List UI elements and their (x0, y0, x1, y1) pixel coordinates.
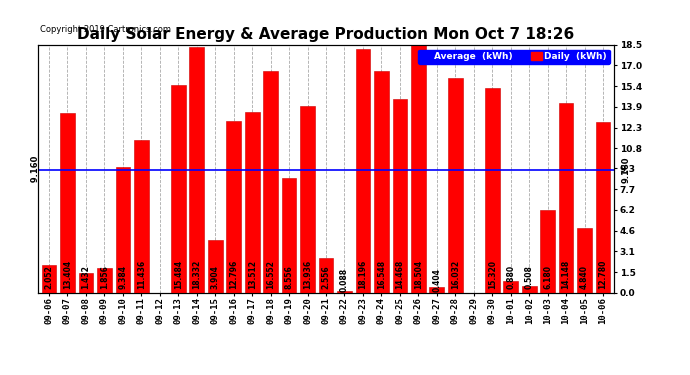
Text: 15.320: 15.320 (488, 260, 497, 289)
Text: 13.512: 13.512 (248, 260, 257, 289)
Text: 0.508: 0.508 (524, 265, 533, 289)
Text: 14.148: 14.148 (562, 260, 571, 289)
Text: 6.180: 6.180 (543, 265, 552, 289)
Text: Copyright 2019 Cartronics.com: Copyright 2019 Cartronics.com (40, 25, 171, 34)
Text: 4.840: 4.840 (580, 265, 589, 289)
Text: 18.504: 18.504 (414, 260, 423, 289)
Text: 11.436: 11.436 (137, 260, 146, 289)
Bar (97, 268, 112, 292)
Text: 12.796: 12.796 (229, 260, 238, 289)
Bar (319, 258, 333, 292)
Text: 0.088: 0.088 (340, 268, 349, 292)
Text: 2.052: 2.052 (45, 266, 54, 289)
Bar (503, 281, 518, 292)
Title: Daily Solar Energy & Average Production Mon Oct 7 18:26: Daily Solar Energy & Average Production … (77, 27, 575, 42)
Text: 1.432: 1.432 (81, 265, 90, 289)
Bar (485, 87, 500, 292)
Text: 9.384: 9.384 (119, 265, 128, 289)
Legend: Average  (kWh), Daily  (kWh): Average (kWh), Daily (kWh) (417, 50, 609, 64)
Bar (300, 106, 315, 292)
Bar (577, 228, 592, 292)
Bar (393, 99, 407, 292)
Bar (226, 121, 241, 292)
Bar (171, 86, 186, 292)
Text: 18.332: 18.332 (193, 260, 201, 289)
Bar (522, 286, 537, 292)
Bar (115, 167, 130, 292)
Text: 1.856: 1.856 (100, 265, 109, 289)
Bar (337, 291, 352, 292)
Bar (429, 287, 444, 292)
Bar (559, 103, 573, 292)
Text: 16.548: 16.548 (377, 260, 386, 289)
Text: 15.484: 15.484 (174, 260, 183, 289)
Bar (374, 71, 388, 292)
Bar (134, 140, 149, 292)
Text: 2.556: 2.556 (322, 266, 331, 289)
Text: 3.904: 3.904 (210, 265, 219, 289)
Text: 9.160: 9.160 (622, 157, 631, 183)
Bar (245, 112, 259, 292)
Text: 16.032: 16.032 (451, 260, 460, 289)
Bar (208, 240, 223, 292)
Bar (60, 113, 75, 292)
Text: 12.780: 12.780 (598, 260, 607, 289)
Bar (355, 49, 371, 292)
Bar (282, 178, 297, 292)
Text: 9.160: 9.160 (31, 155, 40, 184)
Text: 16.552: 16.552 (266, 260, 275, 289)
Text: 13.936: 13.936 (303, 260, 312, 289)
Bar (264, 71, 278, 292)
Text: 18.196: 18.196 (359, 260, 368, 289)
Bar (189, 47, 204, 292)
Text: 0.404: 0.404 (433, 268, 442, 292)
Bar (448, 78, 463, 292)
Bar (79, 273, 93, 292)
Bar (540, 210, 555, 292)
Bar (411, 45, 426, 292)
Text: 14.468: 14.468 (395, 260, 404, 289)
Bar (595, 122, 611, 292)
Bar (41, 265, 57, 292)
Text: 0.880: 0.880 (506, 265, 515, 289)
Text: 8.556: 8.556 (284, 266, 293, 289)
Text: 13.404: 13.404 (63, 260, 72, 289)
